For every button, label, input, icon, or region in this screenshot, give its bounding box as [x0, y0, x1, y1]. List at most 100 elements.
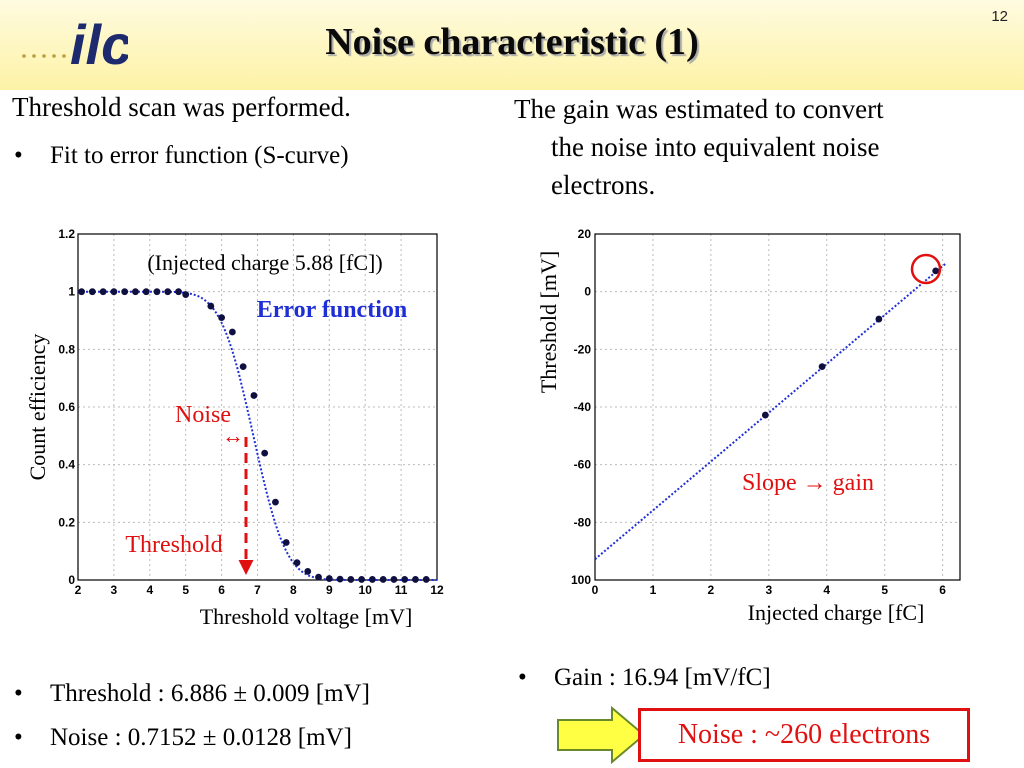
- gain-ylabel: Threshold [mV]: [536, 251, 561, 393]
- y-tick-label: 0.4: [58, 458, 75, 472]
- y-tick-label: -60: [574, 458, 592, 472]
- gain-grid: [594, 233, 960, 581]
- slide-title: Noise characteristic (1): [325, 21, 699, 63]
- x-tick-label: 12: [430, 583, 444, 597]
- x-tick-label: 8: [290, 583, 297, 597]
- bullet-dot: •: [14, 680, 23, 707]
- y-tick-label: 1.2: [58, 227, 75, 241]
- data-point: [379, 576, 387, 583]
- s-curve-ticks: 2 3 4 5 6 7 8 9 10 11 12 0 0.2 0.4 0.6 0.8 1 1.2: [58, 227, 444, 597]
- data-point: [390, 576, 398, 583]
- threshold-label: Threshold: [125, 532, 222, 558]
- x-tick-label: 11: [395, 583, 408, 597]
- y-tick-label: 0: [68, 573, 75, 587]
- bullet-dot: •: [14, 142, 23, 169]
- y-tick-label: -80: [574, 515, 592, 529]
- x-tick-label: 10: [359, 583, 373, 597]
- result-noise: • Noise : 0.7152 ± 0.0128 [mV]: [14, 724, 494, 760]
- x-tick-label: 7: [254, 583, 261, 597]
- data-point: [142, 288, 150, 296]
- x-tick-label: 9: [326, 583, 333, 597]
- left-bullet-text: Fit to error function (S-curve): [50, 142, 349, 169]
- s-curve-ylabel: Count efficiency: [25, 334, 50, 481]
- bullet-dot: •: [14, 724, 23, 751]
- x-tick-label: 6: [218, 583, 225, 597]
- data-point: [282, 539, 290, 546]
- data-point: [153, 288, 161, 296]
- y-tick-label: 0.6: [58, 400, 75, 414]
- data-point: [293, 559, 301, 567]
- data-point: [761, 411, 769, 419]
- right-heading-line3: electrons.: [551, 170, 656, 200]
- page-number: 12: [991, 8, 1008, 25]
- fit-curve: [78, 290, 437, 581]
- data-point: [336, 575, 344, 583]
- left-heading: Threshold scan was performed.: [12, 92, 351, 122]
- data-point: [132, 288, 139, 296]
- result-gain: • Gain : 16.94 [mV/fC]: [518, 664, 938, 700]
- right-arrow-icon: [557, 706, 646, 764]
- data-point: [182, 291, 190, 298]
- gain-result-text: Gain : 16.94 [mV/fC]: [554, 664, 771, 691]
- x-tick-label: 1: [650, 583, 657, 597]
- logo-lettering: ilc: [70, 13, 128, 74]
- s-curve-grid: [77, 233, 438, 581]
- y-tick-label: 0.2: [58, 515, 75, 529]
- x-tick-label: 3: [111, 583, 118, 597]
- highlight-circle: [910, 253, 942, 285]
- data-point: [175, 288, 182, 296]
- x-tick-label: 4: [823, 583, 830, 597]
- y-tick-label: 0.8: [58, 342, 75, 356]
- gain-fit-line: [594, 262, 947, 561]
- threshold-result-text: Threshold : 6.886 ± 0.009 [mV]: [50, 680, 370, 707]
- gain-points: [761, 267, 940, 419]
- data-point: [932, 267, 940, 275]
- data-point: [218, 314, 226, 322]
- x-tick-label: 0: [592, 583, 599, 597]
- gain-ticks: 0 1 2 3 4 5 6 20 0 -20 -40 -60 -80 100: [571, 227, 946, 597]
- s-curve-frame: [77, 233, 438, 581]
- data-point: [401, 576, 409, 583]
- header-bar: [0, 0, 1024, 90]
- data-point: [88, 288, 96, 296]
- x-tick-label: 5: [182, 583, 189, 597]
- result-threshold: • Threshold : 6.886 ± 0.009 [mV]: [14, 680, 494, 716]
- y-tick-label: 0: [584, 285, 591, 299]
- conclusion-box: Noise : ~260 electrons: [638, 708, 970, 762]
- x-tick-label: 2: [708, 583, 715, 597]
- data-point: [99, 288, 107, 296]
- data-point: [78, 288, 85, 296]
- data-point: [422, 576, 430, 583]
- gain-chart: 0 1 2 3 4 5 6 20 0 -20 -40 -60 -80 100 Slope → gain I…: [536, 227, 961, 625]
- noise-arrow: ↔: [222, 423, 244, 448]
- x-tick-label: 5: [881, 583, 888, 597]
- s-curve-points: [78, 288, 430, 583]
- x-tick-label: 4: [146, 583, 153, 597]
- left-bullet: • Fit to error function (S-curve): [14, 142, 484, 178]
- y-tick-label: -20: [574, 342, 592, 356]
- fit-line: [594, 262, 947, 561]
- error-function-label: Error function: [257, 297, 407, 323]
- data-point: [207, 302, 215, 310]
- data-point: [412, 576, 419, 583]
- x-tick-label: 6: [939, 583, 946, 597]
- slope-label: Slope → gain: [742, 470, 874, 496]
- s-curve-chart: 2 3 4 5 6 7 8 9 10 11 12 0 0.2 0.4 0.6 0.8 1 1.2 (Injecte…: [25, 227, 444, 629]
- data-point: [358, 576, 366, 583]
- data-point: [304, 567, 312, 575]
- data-point: [875, 315, 883, 323]
- right-heading-line1: The gain was estimated to convert: [514, 94, 884, 124]
- data-point: [272, 498, 279, 506]
- gain-frame: [594, 233, 961, 581]
- error-function-fit: [78, 290, 437, 581]
- data-point: [250, 392, 258, 399]
- data-point: [110, 288, 118, 296]
- ilc-logo: ilc: [22, 13, 128, 74]
- data-point: [347, 576, 355, 583]
- data-point: [228, 328, 236, 336]
- data-point: [368, 576, 376, 583]
- bullet-dot: •: [518, 664, 527, 691]
- data-point: [239, 363, 247, 371]
- data-point: [121, 288, 129, 296]
- y-tick-label: -40: [574, 400, 592, 414]
